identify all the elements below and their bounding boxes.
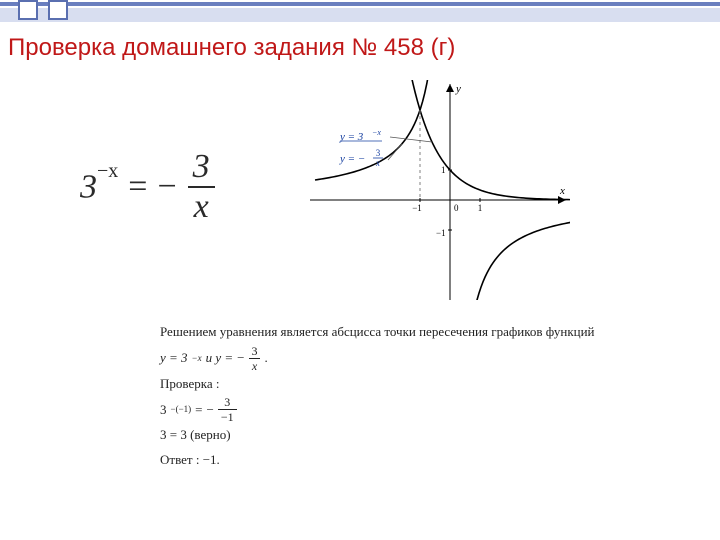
eq-equals: = — [128, 168, 147, 206]
decor-square-2 — [48, 0, 68, 20]
svg-text:y = −: y = − — [339, 153, 365, 165]
svg-text:1: 1 — [478, 203, 483, 213]
solution-line-4: 3−(−1) = − 3 −1 — [160, 396, 595, 423]
eq-exponent: −x — [97, 160, 118, 182]
eq-fraction: 3 x — [187, 150, 216, 224]
svg-text:0: 0 — [454, 203, 459, 213]
page-title: Проверка домашнего задания № 458 (г) — [8, 34, 455, 62]
solution-line-5: 3 = 3 (верно) — [160, 423, 595, 448]
svg-text:3: 3 — [376, 148, 381, 158]
svg-text:−1: −1 — [436, 228, 446, 238]
svg-text:x: x — [559, 185, 565, 197]
svg-text:1: 1 — [441, 165, 446, 175]
eq-base: 3−x — [80, 168, 118, 206]
decor-thin-line — [0, 2, 720, 6]
solution-line-3: Проверка : — [160, 372, 595, 397]
decor-shade-bar — [0, 8, 720, 22]
svg-text:−1: −1 — [412, 203, 422, 213]
eq-frac-num: 3 — [187, 150, 216, 186]
solution-line-6: Ответ : −1. — [160, 448, 595, 473]
svg-text:−x: −x — [372, 128, 381, 137]
eq-frac-den: x — [188, 186, 215, 224]
solution-block: Решением уравнения является абсцисса точ… — [160, 320, 595, 473]
top-decor-strip — [0, 0, 720, 26]
decor-square-1 — [18, 0, 38, 20]
svg-text:y: y — [455, 83, 461, 95]
function-graph: xy−1011−1y = 3−xy = −3x — [310, 80, 570, 300]
main-equation: 3−x = − 3 x — [80, 150, 216, 224]
svg-text:x: x — [375, 158, 380, 168]
solution-line-1: Решением уравнения является абсцисса точ… — [160, 320, 595, 345]
eq-neg: − — [157, 168, 176, 206]
solution-line-2: y = 3−x и y = − 3 x . — [160, 345, 595, 372]
